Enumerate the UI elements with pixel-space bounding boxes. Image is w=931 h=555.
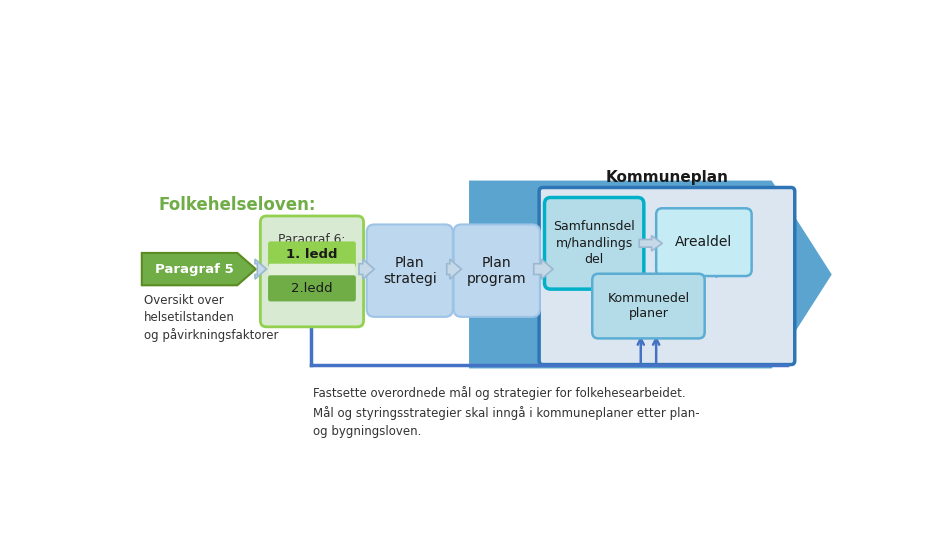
Text: Plan
program: Plan program [467,255,527,286]
Text: Kommuneplan: Kommuneplan [605,170,728,185]
Text: Oversikt over
helsetilstanden
og påvirkningsfaktorer: Oversikt over helsetilstanden og påvirkn… [144,294,278,342]
FancyBboxPatch shape [592,274,705,339]
FancyBboxPatch shape [261,216,364,327]
Text: Arealdel: Arealdel [675,235,733,249]
Polygon shape [359,259,374,279]
FancyBboxPatch shape [453,224,540,317]
Polygon shape [142,253,256,285]
FancyBboxPatch shape [268,241,356,268]
Polygon shape [469,180,831,369]
FancyBboxPatch shape [656,208,751,276]
Text: Plan
strategi: Plan strategi [383,255,437,286]
Text: Fastsette overordnede mål og strategier for folkehesearbeidet.
Mål og styringsst: Fastsette overordnede mål og strategier … [313,386,699,437]
Polygon shape [533,259,553,279]
FancyBboxPatch shape [269,264,355,279]
FancyBboxPatch shape [268,275,356,301]
FancyBboxPatch shape [367,224,452,317]
Text: Paragraf 6:: Paragraf 6: [278,233,345,246]
FancyBboxPatch shape [545,198,644,289]
Text: 2.ledd: 2.ledd [291,282,332,295]
Text: Kommunedel
planer: Kommunedel planer [607,292,690,320]
Text: Samfunnsdel
m/handlings
del: Samfunnsdel m/handlings del [553,220,635,266]
FancyBboxPatch shape [539,188,795,365]
Polygon shape [255,259,266,279]
Text: Folkehelseloven:: Folkehelseloven: [159,196,317,214]
Text: Paragraf 5: Paragraf 5 [155,263,234,276]
Polygon shape [447,259,462,279]
Polygon shape [640,236,662,251]
Text: 1. ledd: 1. ledd [286,248,338,261]
